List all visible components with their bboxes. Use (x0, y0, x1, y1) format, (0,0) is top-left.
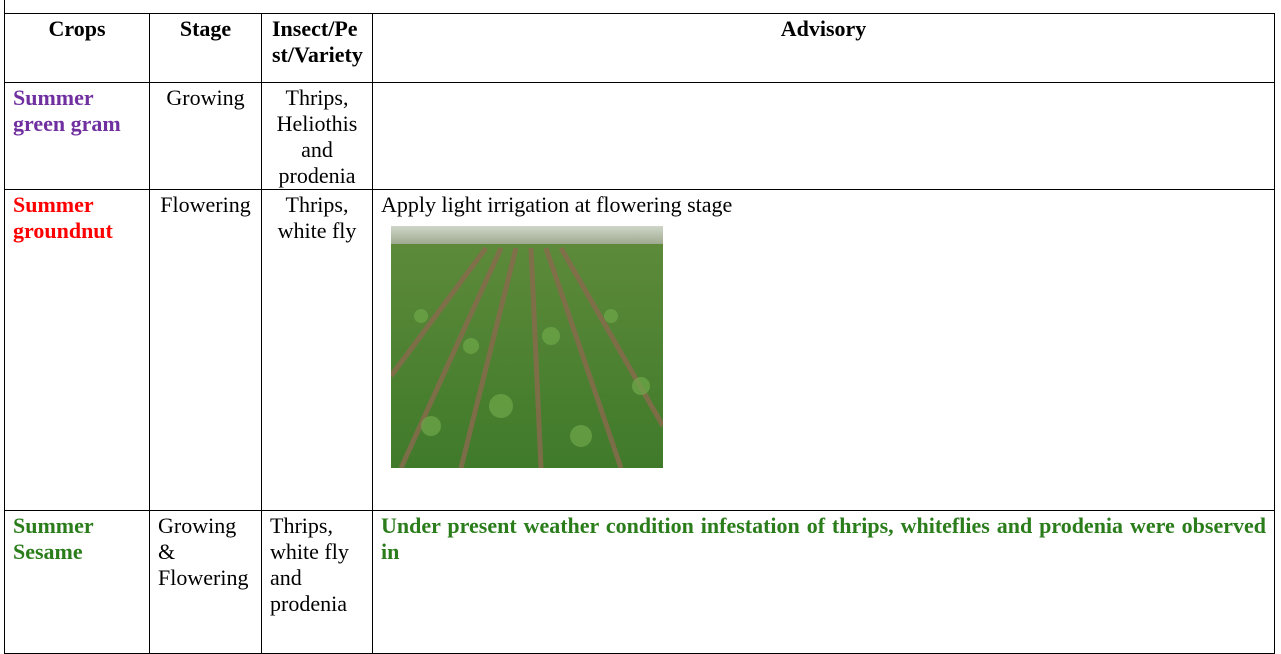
header-cell: Advisory (373, 14, 1275, 83)
advisory-text: Apply light irrigation at flowering stag… (381, 192, 1266, 218)
crop-cell: Summer groundnut (5, 190, 150, 511)
header-row: Crops Stage Insect/Pest/Variety Advisory (5, 14, 1275, 83)
stage-cell: Growing & Flowering (150, 511, 262, 654)
crop-cell: Summer Sesame (5, 511, 150, 654)
row: Summer groundnut Flowering Thrips, white… (5, 190, 1275, 511)
stage-cell: Growing (150, 83, 262, 190)
stage-cell: Flowering (150, 190, 262, 511)
header-cell: Stage (150, 14, 262, 83)
advisory-cell: Apply light irrigation at flowering stag… (373, 190, 1275, 511)
pest-cell: Thrips, Heliothis and prodenia (262, 83, 373, 190)
page: Crops Stage Insect/Pest/Variety Advisory… (0, 0, 1281, 614)
header-cell: Crops (5, 14, 150, 83)
pest-cell: Thrips, white fly (262, 190, 373, 511)
advisory-cell: Under present weather condition infestat… (373, 511, 1275, 654)
row: Summer Sesame Growing & Flowering Thrips… (5, 511, 1275, 654)
advisory-table: Crops Stage Insect/Pest/Variety Advisory… (4, 13, 1275, 654)
crop-cell: Summer green gram (5, 83, 150, 190)
pest-cell: Thrips, white fly and prodenia (262, 511, 373, 654)
advisory-cell (373, 83, 1275, 190)
crop-photo (391, 226, 663, 468)
row: Summer green gram Growing Thrips, Heliot… (5, 83, 1275, 190)
header-cell: Insect/Pest/Variety (262, 14, 373, 83)
border-line (4, 0, 5, 13)
